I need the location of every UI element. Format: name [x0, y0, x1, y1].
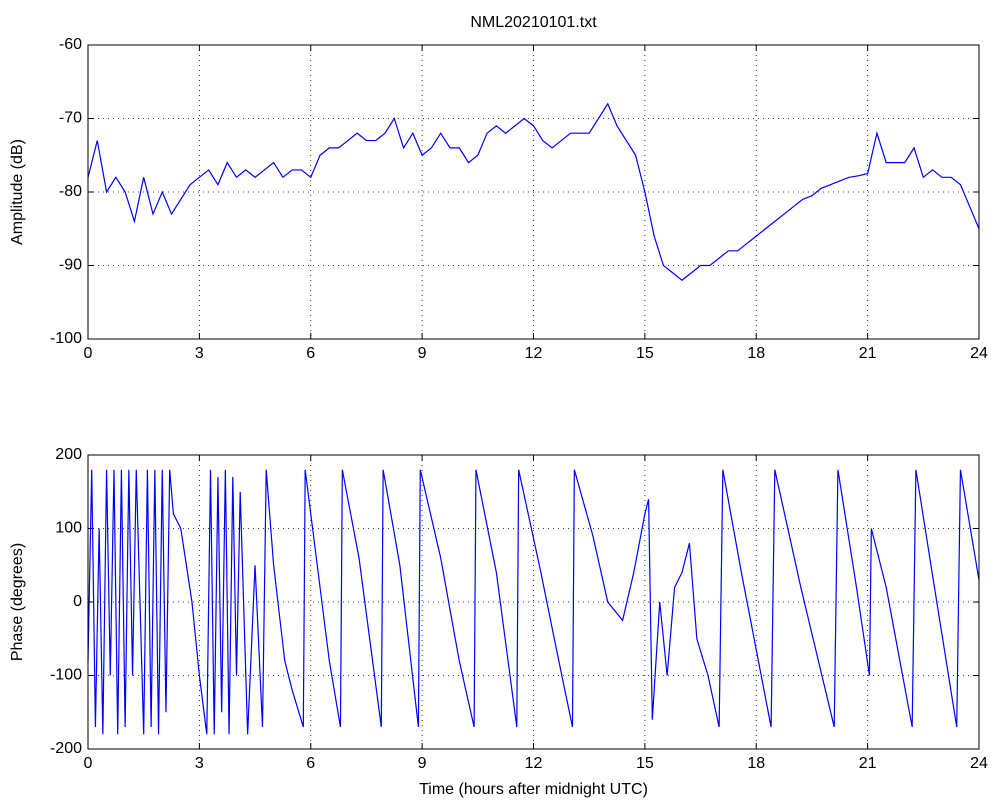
y-tick-label: -100 — [50, 667, 82, 684]
x-tick-label: 18 — [747, 755, 765, 772]
x-axis-label: Time (hours after midnight UTC) — [419, 781, 648, 798]
y-tick-label: -100 — [50, 330, 82, 347]
axes-frame — [87, 44, 980, 340]
x-tick-label: 12 — [525, 345, 543, 362]
y-tick-label: -80 — [59, 183, 82, 200]
y-tick-label: -200 — [50, 740, 82, 757]
x-tick-label: 0 — [84, 755, 93, 772]
y-axis-label: Phase (degrees) — [9, 543, 26, 661]
x-tick-label: 9 — [418, 345, 427, 362]
x-tick-label: 6 — [306, 345, 315, 362]
x-tick-label: 15 — [636, 755, 654, 772]
x-tick-label: 21 — [859, 755, 877, 772]
y-tick-label: 200 — [55, 446, 82, 463]
x-tick-label: 12 — [525, 755, 543, 772]
x-tick-label: 0 — [84, 345, 93, 362]
y-tick-label: 0 — [73, 593, 82, 610]
x-tick-label: 15 — [636, 345, 654, 362]
x-tick-label: 21 — [859, 345, 877, 362]
data-line — [87, 469, 980, 735]
y-tick-label: -60 — [59, 36, 82, 53]
y-axis-label: Amplitude (dB) — [9, 139, 26, 245]
x-tick-label: 6 — [306, 755, 315, 772]
y-tick-label: -90 — [59, 257, 82, 274]
data-line — [87, 102, 980, 281]
x-tick-label: 3 — [195, 755, 204, 772]
y-tick-label: 100 — [55, 520, 82, 537]
y-tick-label: -70 — [59, 110, 82, 127]
x-tick-label: 9 — [418, 755, 427, 772]
x-tick-label: 24 — [970, 755, 988, 772]
axes-frame — [87, 454, 980, 750]
x-tick-label: 24 — [970, 345, 988, 362]
x-tick-label: 18 — [747, 345, 765, 362]
chart-title: NML20210101.txt — [470, 14, 597, 31]
x-tick-label: 3 — [195, 345, 204, 362]
